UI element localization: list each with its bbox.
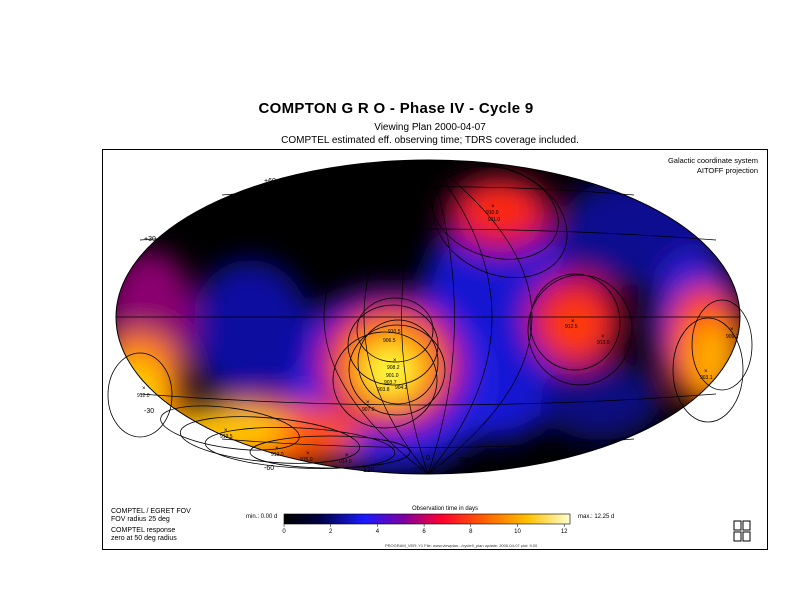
pointing-label: 912.0 [137, 393, 150, 399]
projection-label: AITOFF projection [696, 166, 758, 175]
fov-line: FOV radius 25 deg [111, 516, 170, 523]
pointing-label: 910.0 [486, 210, 499, 216]
pointing-label: 904.2 [395, 385, 408, 391]
colorbar-max-label: max.: 12.25 d [578, 514, 615, 520]
pointing-marker: × [366, 400, 370, 406]
axis-labels: +60 +30 -30 -60 120 0 300 240 [144, 178, 494, 474]
pointing-marker: × [275, 446, 279, 452]
fov-circles [107, 164, 753, 469]
colorbar: 0 2 4 6 8 10 12 [282, 513, 571, 535]
pointing-label: 906.5 [383, 338, 396, 344]
colorbar-tick: 0 [282, 529, 286, 535]
colorbar-tick: 10 [514, 529, 521, 535]
longitude-label: 300 [458, 457, 470, 464]
longitude-label: 240 [482, 466, 494, 473]
colorbar-title: Observation time in days [411, 506, 479, 512]
response-line: zero at 50 deg radius [111, 535, 177, 542]
colorbar-tick: 8 [469, 529, 473, 535]
latitude-label: -30 [144, 408, 154, 415]
colorbar-tick: 12 [561, 529, 568, 535]
response-line: COMPTEL response [111, 527, 176, 534]
colorbar-tick: 2 [329, 529, 333, 535]
pointing-label: 912.0 [271, 452, 284, 458]
longitude-label: 120 [363, 467, 375, 474]
longitude-label: 0 [426, 455, 430, 462]
institute-logo [733, 520, 751, 542]
latitude-label: -60 [264, 465, 274, 472]
colorbar-tick: 4 [376, 529, 380, 535]
pointing-marker: × [393, 358, 397, 364]
coordinate-system-label: Galactic coordinate system [667, 156, 758, 165]
fov-info: COMPTEL / EGRET FOV FOV radius 25 deg CO… [111, 508, 191, 543]
pointing-label: 903.8 [377, 387, 390, 393]
graticule [115, 159, 741, 475]
pointing-label: 911.0 [488, 217, 500, 223]
pointing-marker: × [142, 386, 146, 392]
pointing-label: 915.0 [300, 457, 313, 463]
pointing-label: 908.2 [387, 365, 400, 371]
pointing-marker: × [224, 428, 228, 434]
pointing-label: 910.5 [388, 329, 401, 335]
pointing-label: 907.0 [362, 407, 375, 413]
pointing-label: 914.0 [339, 459, 352, 465]
fov-line: COMPTEL / EGRET FOV [111, 508, 191, 515]
page-description: COMPTEL estimated eff. observing time; T… [281, 135, 579, 146]
pointing-label: 901.0 [386, 373, 399, 379]
page-subtitle: Viewing Plan 2000-04-07 [374, 122, 486, 133]
pointing-markers: × 910.0 911.0 × 912.5 × 913.0 × 909.2 × … [137, 204, 739, 465]
pointing-marker: × [345, 453, 349, 459]
pointing-label: 909.2 [726, 334, 739, 340]
logo-icon [733, 520, 751, 542]
exposure-heatmap [116, 160, 740, 474]
colorbar-min-label: min.: 0.00 d [246, 514, 278, 520]
latitude-label: +60 [264, 178, 276, 185]
pointing-marker: × [730, 327, 734, 333]
pointing-marker: × [571, 319, 575, 325]
coordinate-info: Galactic coordinate system AITOFF projec… [668, 156, 758, 176]
footer-info: PROGRAM_VER: Y1 File: www.viewplan.../cy… [385, 543, 538, 548]
map-frame [102, 149, 768, 550]
pointing-label: 903.1 [700, 375, 713, 381]
colorbar-tick: 6 [422, 529, 426, 535]
pointing-marker: × [491, 204, 495, 210]
pointing-label: 913.5 [220, 434, 233, 440]
page-title: COMPTON G R O - Phase IV - Cycle 9 [258, 100, 534, 117]
colorbar-scale [283, 513, 571, 525]
pointing-marker: × [306, 451, 310, 457]
pointing-marker: × [601, 334, 605, 340]
pointing-label: 903.7 [384, 380, 397, 386]
pointing-marker: × [704, 369, 708, 375]
pointing-label: 913.0 [597, 340, 610, 346]
pointing-label: 912.5 [565, 324, 578, 330]
latitude-label: +30 [144, 236, 156, 243]
